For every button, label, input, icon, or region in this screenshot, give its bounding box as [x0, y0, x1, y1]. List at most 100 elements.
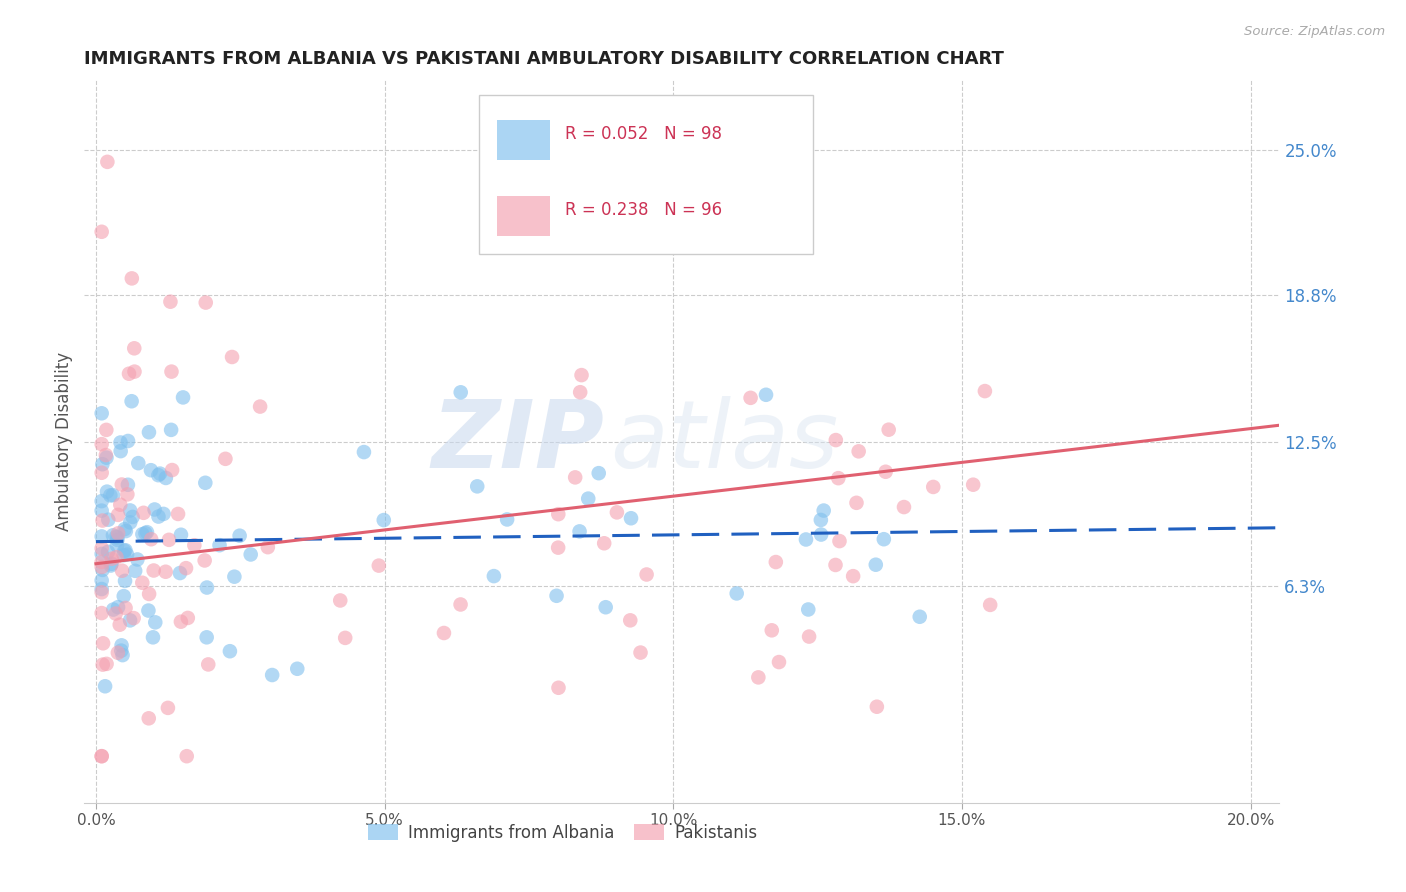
Point — [117, 434, 139, 448]
FancyBboxPatch shape — [479, 95, 814, 253]
Point — [794, 533, 817, 547]
Point — [117, 477, 139, 491]
Point — [90, 529, 112, 543]
Point — [94, 679, 117, 693]
Point — [329, 593, 352, 607]
Point — [90, 547, 112, 561]
Point — [91, 636, 114, 650]
Point — [143, 615, 166, 630]
Point — [136, 525, 159, 540]
Point — [152, 507, 174, 521]
Point — [208, 538, 231, 552]
Point — [112, 543, 135, 558]
Point — [91, 514, 114, 528]
Point — [224, 570, 246, 584]
Point — [138, 711, 160, 725]
Point — [172, 391, 194, 405]
Point — [194, 553, 217, 567]
Point — [636, 567, 658, 582]
Point — [107, 646, 129, 660]
Point — [96, 450, 118, 465]
Point — [810, 513, 832, 527]
Point — [110, 498, 132, 512]
Text: IMMIGRANTS FROM ALBANIA VS PAKISTANI AMBULATORY DISABILITY CORRELATION CHART: IMMIGRANTS FROM ALBANIA VS PAKISTANI AMB… — [84, 50, 1004, 68]
Point — [747, 670, 769, 684]
Point — [107, 508, 129, 522]
Point — [496, 512, 519, 526]
Point — [219, 644, 242, 658]
Point — [262, 668, 284, 682]
Point — [107, 600, 129, 615]
Point — [96, 657, 118, 671]
Point — [90, 437, 112, 451]
Point — [155, 565, 177, 579]
Point — [962, 477, 984, 491]
Point — [828, 534, 851, 549]
Point — [107, 526, 129, 541]
Point — [138, 587, 160, 601]
Point — [108, 617, 131, 632]
Point — [90, 225, 112, 239]
Point — [183, 538, 205, 552]
Text: ZIP: ZIP — [432, 395, 605, 488]
Point — [110, 638, 132, 652]
Point — [91, 657, 114, 672]
Point — [114, 543, 136, 558]
Point — [90, 606, 112, 620]
Point — [134, 526, 156, 541]
Point — [824, 433, 846, 447]
Point — [195, 581, 218, 595]
FancyBboxPatch shape — [496, 120, 551, 160]
FancyBboxPatch shape — [496, 196, 551, 235]
Point — [875, 465, 897, 479]
Text: R = 0.238   N = 96: R = 0.238 N = 96 — [565, 202, 721, 219]
Point — [142, 630, 165, 644]
Point — [367, 558, 389, 573]
Point — [124, 564, 146, 578]
Text: R = 0.052   N = 98: R = 0.052 N = 98 — [565, 126, 721, 144]
Point — [865, 558, 887, 572]
Point — [619, 613, 641, 627]
Point — [104, 607, 127, 621]
Point — [740, 391, 762, 405]
Point — [156, 701, 179, 715]
Point — [177, 611, 200, 625]
Point — [98, 488, 121, 502]
Point — [90, 541, 112, 556]
Point — [155, 471, 177, 485]
Point — [90, 406, 112, 420]
Point — [335, 631, 357, 645]
Point — [114, 601, 136, 615]
Point — [114, 522, 136, 536]
Point — [148, 509, 170, 524]
Point — [143, 502, 166, 516]
Point — [139, 463, 162, 477]
Point — [169, 566, 191, 580]
Point — [547, 681, 569, 695]
Point — [117, 487, 139, 501]
Point — [160, 365, 183, 379]
Point — [768, 655, 790, 669]
Point — [571, 368, 593, 383]
Point — [90, 466, 112, 480]
Point — [256, 540, 278, 554]
Point — [620, 511, 643, 525]
Point — [214, 451, 236, 466]
Point — [127, 552, 149, 566]
Point — [810, 527, 832, 541]
Point — [138, 603, 160, 617]
Point — [194, 295, 217, 310]
Point — [973, 384, 995, 398]
Point — [121, 271, 143, 285]
Point — [595, 600, 617, 615]
Point — [979, 598, 1001, 612]
Point — [96, 154, 118, 169]
Point — [100, 551, 122, 566]
Point — [110, 435, 132, 450]
Point — [132, 506, 155, 520]
Point — [547, 507, 569, 521]
Point — [170, 615, 193, 629]
Point — [90, 503, 112, 517]
Point — [103, 602, 125, 616]
Point — [450, 598, 472, 612]
